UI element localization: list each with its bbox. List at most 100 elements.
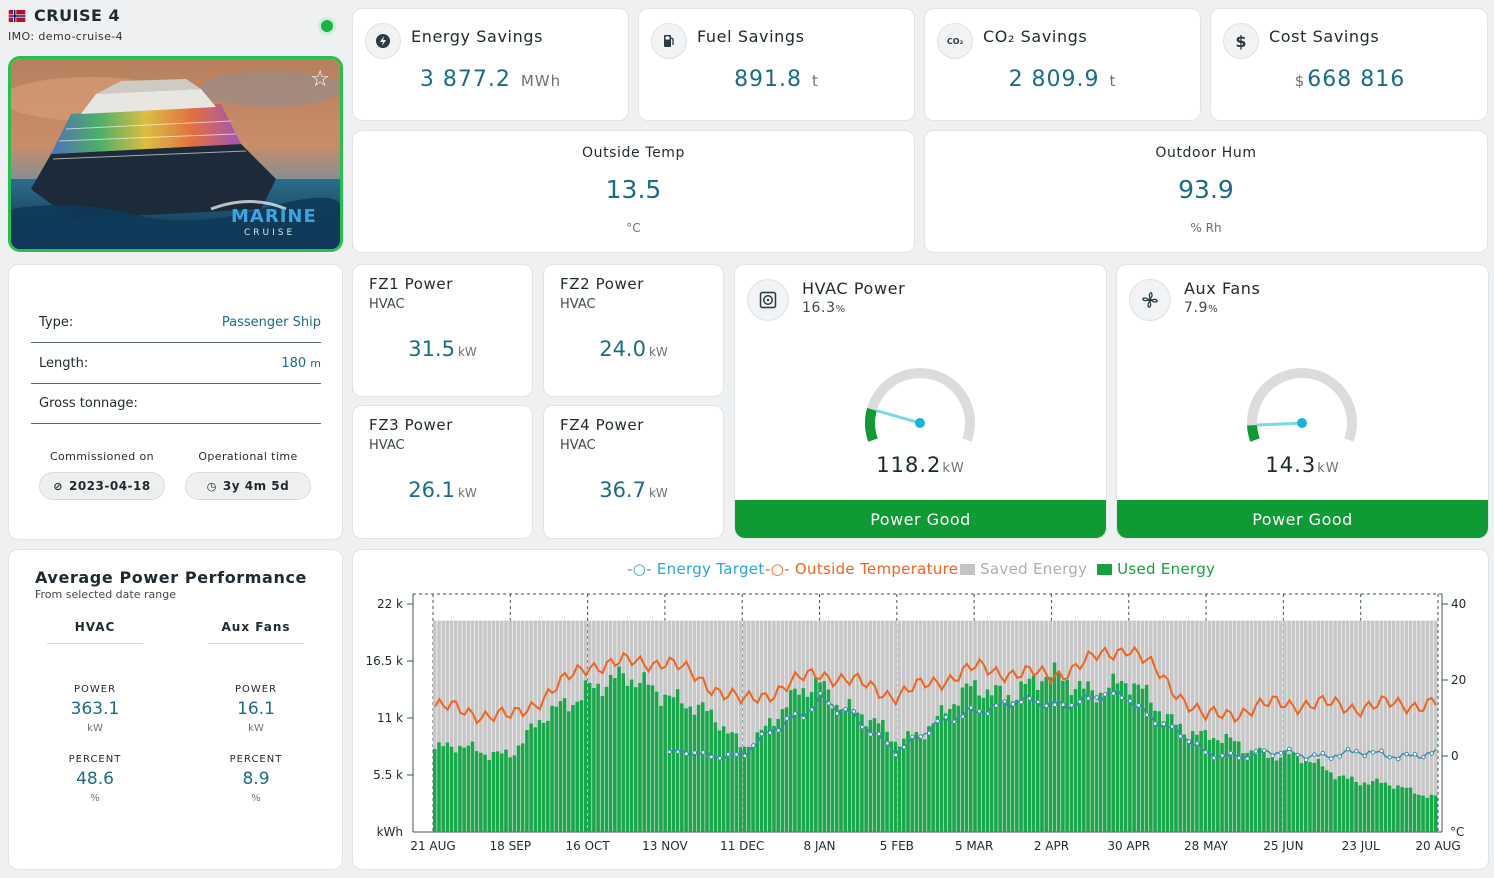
length-label: Length: [39,356,89,371]
legend-saved-energy[interactable]: Saved Energy [960,560,1087,578]
used-energy-bar [1249,750,1254,832]
energy-target-point [1220,753,1225,758]
energy-target-point [1362,753,1368,759]
energy-target-point [1211,755,1217,761]
cost-savings-label: Cost Savings [1269,27,1380,46]
fz4-power-card: FZ4 Power HVAC 36.7 kW [543,405,724,539]
used-energy-bar [646,684,651,832]
saved-energy-bar [479,620,483,832]
ship-image[interactable]: MARINE CRUISE ☆ [8,56,343,252]
used-energy-bar [931,723,935,832]
avg-aux-power-unit: kW [248,723,264,734]
used-energy-bar [747,746,751,832]
saved-energy-bar [1182,620,1187,832]
cost-savings-value: $668 816 [1294,67,1406,92]
used-energy-bar [730,732,734,832]
y-tick-label: 11 k [377,711,403,725]
energy-target-point [918,734,924,739]
x-tick-label: 8 JAN [804,839,836,853]
used-energy-bar [927,726,931,832]
y-right-tick-label: 40 [1451,597,1466,611]
norway-flag-icon [8,10,26,22]
energy-target-point [977,708,982,714]
brand-logo-text: MARINE [231,206,317,227]
used-energy-bar [805,696,810,832]
co2-savings-label: CO₂ Savings [983,27,1088,46]
saved-energy-bar [1417,620,1421,832]
used-energy-bar [500,753,504,832]
used-energy-bar [914,732,919,832]
brand-logo-subtext: CRUISE [244,228,295,238]
fz2-power-card: FZ2 Power HVAC 24.0 kW [543,264,724,397]
favorite-star-icon[interactable]: ☆ [310,67,330,92]
used-energy-bar [868,720,873,832]
used-energy-bar [1429,794,1434,832]
saved-energy-bar [1291,620,1296,832]
energy-target-point [1102,692,1108,697]
energy-target-point [717,755,723,761]
fuel-savings-value: 891.8 t [734,67,819,92]
hvac-power-percent: 16.3% [802,300,846,316]
used-energy-bar [948,708,952,832]
hvac-power-title: HVAC Power [802,279,906,298]
outside-temp-card: Outside Temp 13.5 °C [352,130,915,253]
energy-target-point [876,731,882,737]
used-energy-bar [558,701,563,832]
saved-energy-bar [512,620,517,832]
energy-chart[interactable]: 22 k 16.5 k 11 k 5.5 k kWh 40 20 0 °C 21 AUG 18 SE… [353,550,1489,870]
aux-fans-card: Aux Fans 7.9% 14.3kW Power Good [1116,264,1489,539]
hvac-unit-icon [747,279,789,321]
used-energy-bar [864,726,868,832]
x-tick-label: 28 MAY [1184,839,1229,853]
energy-target-point [1086,696,1091,701]
saved-energy-bar [1216,620,1220,832]
avg-power-title: Average Power Performance [35,568,307,587]
energy-target-point [1287,746,1292,752]
lightning-icon [365,23,401,59]
saved-energy-bar [433,620,437,832]
fz1-subtitle: HVAC [369,297,405,312]
energy-target-point [1119,695,1125,701]
used-energy-bar [671,697,676,832]
saved-energy-bar [1241,620,1245,832]
energy-target-point [1194,741,1200,746]
used-energy-bar [960,687,965,832]
used-energy-bar [688,706,693,832]
used-energy-bar [818,682,822,832]
used-energy-bar [583,680,588,832]
used-energy-bar [1421,795,1425,832]
used-energy-bar [1073,689,1078,832]
energy-target-point [960,714,966,719]
used-energy-bar [1006,695,1011,832]
energy-target-point [952,719,957,724]
energy-target-point [776,728,781,733]
used-energy-bar [437,742,441,832]
legend-outside-temperature[interactable]: -○- Outside Temperature [765,560,959,578]
saved-energy-bar [458,620,462,832]
saved-energy-bar [470,620,475,832]
used-energy-bar [1015,699,1019,832]
saved-energy-bar [437,620,441,832]
used-energy-bar [876,723,881,832]
used-energy-bar [537,720,542,832]
saved-energy-bar [533,620,538,832]
legend-energy-target[interactable]: -○- Energy Target [627,560,765,578]
fz3-value: 26.1 kW [408,478,477,502]
avg-aux-percent-value: 8.9 [242,769,270,789]
legend-used-energy[interactable]: Used Energy [1097,560,1215,578]
energy-target-point [843,706,848,712]
used-energy-bar [1077,681,1082,832]
saved-energy-bar [516,620,521,832]
saved-energy-bar [1249,620,1254,832]
energy-target-point [809,707,815,712]
used-energy-bar [1237,741,1241,832]
used-energy-bar [604,686,609,832]
clock-icon: ◷ [206,479,217,493]
saved-energy-bar [495,620,500,832]
used-energy-bar [885,731,889,832]
aux-fans-gauge [1247,368,1357,442]
saved-energy-bar [897,620,902,832]
used-energy-bar [772,725,776,832]
used-energy-bar [621,673,626,832]
saved-energy-bar [449,620,454,832]
